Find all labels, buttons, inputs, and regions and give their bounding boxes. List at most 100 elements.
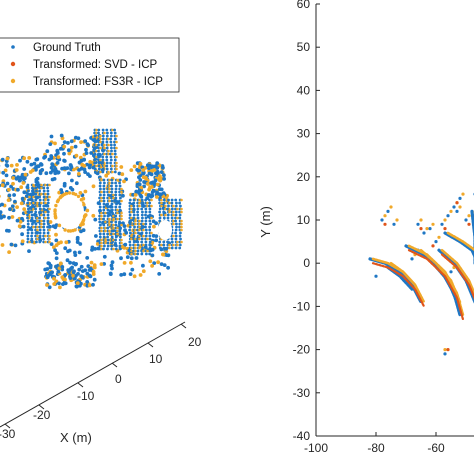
cloud-point-fs3r-icp (79, 140, 83, 145)
cloud-point-ground-truth (48, 263, 53, 268)
cloud-point-fs3r-icp (141, 168, 146, 172)
cloud-point-ground-truth (110, 205, 114, 209)
data-point-transformed-fs3r-icp (419, 218, 423, 222)
cloud-point-ground-truth (91, 282, 95, 287)
cloud-point-ground-truth (105, 134, 109, 138)
cloud-point-ground-truth (114, 193, 118, 197)
cloud-point-ground-truth (141, 216, 144, 220)
cloud-point-ground-truth (30, 219, 33, 223)
cloud-point-ground-truth (30, 231, 34, 235)
cloud-point-fs3r-icp (20, 239, 25, 244)
cloud-point-ground-truth (106, 232, 109, 236)
cloud-point-fs3r-icp (112, 217, 115, 221)
cloud-point-ground-truth (26, 228, 30, 232)
cloud-point-ground-truth (46, 201, 50, 205)
cloud-point-fs3r-icp (48, 228, 51, 232)
cloud-point-ground-truth (150, 164, 155, 169)
cloud-point-fs3r-icp (103, 146, 106, 150)
cloud-point-ground-truth (106, 196, 110, 200)
cloud-point-ground-truth (55, 161, 60, 165)
cloud-point-fs3r-icp (79, 198, 84, 202)
cloud-point-fs3r-icp (48, 183, 51, 187)
cloud-point-fs3r-icp (100, 190, 103, 194)
cloud-point-ground-truth (31, 222, 34, 226)
cloud-point-fs3r-icp (112, 193, 115, 197)
cloud-point-fs3r-icp (138, 237, 141, 241)
cloud-point-ground-truth (93, 146, 96, 150)
cloud-point-fs3r-icp (100, 214, 103, 218)
cloud-point-fs3r-icp (103, 164, 106, 168)
cloud-point-ground-truth (97, 137, 101, 141)
cloud-point-ground-truth (101, 158, 105, 162)
x-tick-label: -10 (77, 389, 95, 403)
cloud-point-ground-truth (102, 254, 107, 259)
cloud-point-ground-truth (93, 137, 96, 141)
cloud-point-ground-truth (38, 240, 42, 244)
x-tick-mark (38, 404, 45, 410)
cloud-point-ground-truth (170, 240, 174, 244)
cloud-point-ground-truth (46, 231, 50, 235)
cloud-point-ground-truth (148, 246, 152, 250)
legend-label-svd-icp: Transformed: SVD - ICP (33, 59, 158, 71)
cloud-point-fs3r-icp (180, 198, 183, 202)
cloud-point-fs3r-icp (108, 187, 111, 191)
cloud-point-fs3r-icp (134, 231, 137, 235)
cloud-point-ground-truth (93, 143, 97, 147)
cloud-point-ground-truth (118, 187, 122, 191)
cloud-point-fs3r-icp (150, 264, 155, 268)
cloud-point-ground-truth (12, 193, 16, 197)
cloud-point-ground-truth (35, 189, 38, 193)
cloud-point-ground-truth (98, 184, 102, 188)
cloud-point-ground-truth (46, 225, 49, 229)
data-point-transformed-fs3r-icp (383, 214, 387, 218)
legend: Ground Truth Transformed: SVD - ICP Tran… (0, 37, 180, 93)
cloud-point-ground-truth (140, 240, 144, 244)
cloud-point-ground-truth (21, 224, 26, 229)
cloud-point-fs3r-icp (44, 192, 47, 196)
data-point-transformed-svd-icp (443, 227, 447, 231)
cloud-point-ground-truth (102, 199, 106, 203)
cloud-point-fs3r-icp (78, 155, 83, 160)
cloud-point-fs3r-icp (100, 247, 103, 251)
cloud-point-fs3r-icp (132, 274, 137, 279)
cloud-point-ground-truth (97, 149, 100, 153)
cloud-point-ground-truth (7, 193, 12, 198)
cloud-point-ground-truth (85, 271, 90, 276)
cloud-point-fs3r-icp (61, 277, 66, 281)
cloud-point-ground-truth (119, 226, 122, 230)
cloud-point-fs3r-icp (58, 285, 62, 290)
cloud-point-fs3r-icp (138, 225, 141, 229)
cloud-point-ground-truth (26, 234, 30, 238)
data-point-ground-truth (410, 257, 414, 261)
cloud-point-fs3r-icp (15, 205, 19, 210)
cloud-point-fs3r-icp (104, 238, 107, 242)
cloud-point-ground-truth (115, 202, 118, 206)
data-point-transformed-svd-icp (383, 222, 387, 226)
cloud-point-ground-truth (118, 181, 121, 185)
cloud-point-fs3r-icp (48, 220, 53, 224)
cloud-point-fs3r-icp (120, 211, 123, 215)
cloud-point-ground-truth (50, 162, 55, 167)
data-point-transformed-svd-icp (431, 244, 435, 248)
cloud-point-ground-truth (63, 166, 68, 171)
cloud-point-ground-truth (30, 198, 34, 202)
y-tick-label: -20 (293, 343, 311, 357)
cloud-point-ground-truth (151, 219, 156, 224)
cloud-point-ground-truth (27, 249, 31, 254)
cloud-point-ground-truth (158, 240, 162, 244)
x-ticks: -100-80-60-4 (304, 432, 445, 455)
cloud-point-ground-truth (38, 231, 42, 235)
legend-label-fs3r-icp: Transformed: FS3R - ICP (33, 76, 163, 88)
cloud-point-ground-truth (34, 198, 38, 202)
cloud-point-ground-truth (118, 220, 121, 224)
cloud-point-ground-truth (99, 187, 102, 191)
cloud-point-fs3r-icp (99, 137, 102, 141)
cloud-point-ground-truth (46, 204, 50, 208)
cloud-point-ground-truth (102, 184, 106, 188)
cloud-point-fs3r-icp (80, 221, 84, 226)
cloud-point-ground-truth (89, 151, 94, 155)
cloud-point-fs3r-icp (115, 140, 118, 144)
cloud-point-ground-truth (98, 208, 102, 212)
cloud-point-ground-truth (47, 285, 52, 290)
